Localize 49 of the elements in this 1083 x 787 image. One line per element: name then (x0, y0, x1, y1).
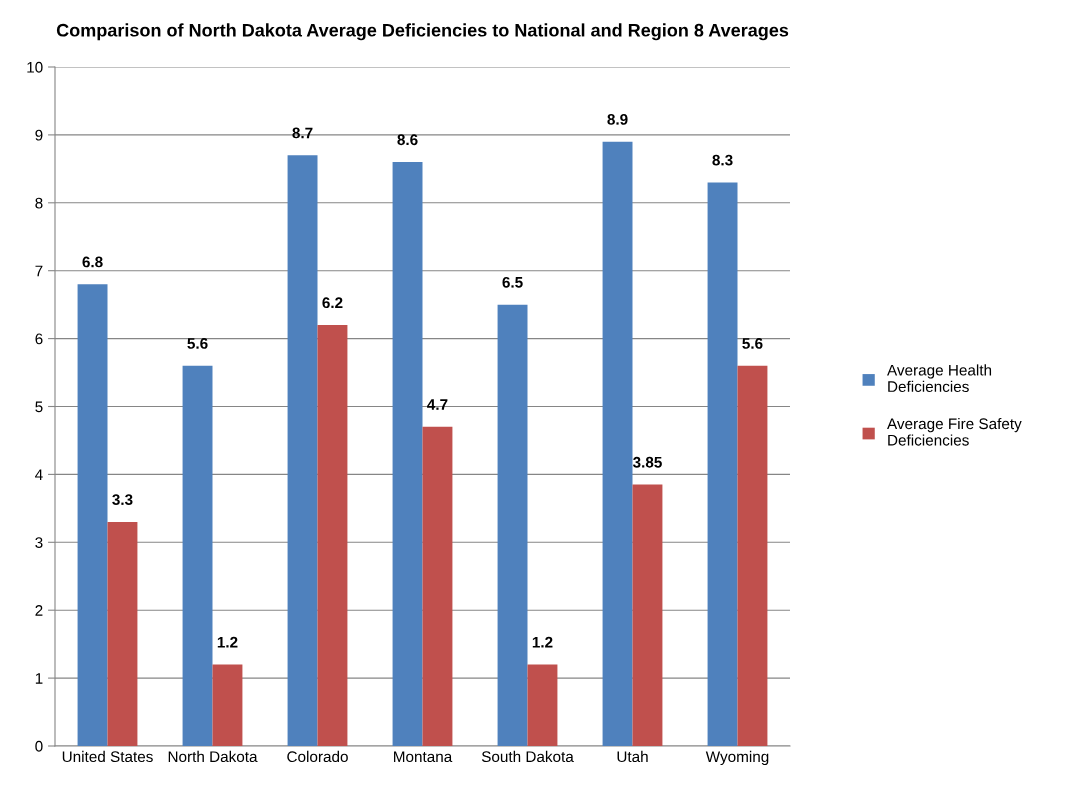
chart-title: Comparison of North Dakota Average Deficiencies to National and Region 8 Averages (56, 23, 789, 41)
bar (632, 484, 663, 746)
y-tick-label: 4 (35, 469, 43, 480)
bar (317, 325, 348, 746)
x-tick-label: Utah (617, 750, 648, 763)
x-tick-label: Wyoming (705, 750, 769, 766)
data-label: 5.6 (187, 338, 208, 349)
bar (602, 141, 633, 746)
data-label: 6.2 (322, 297, 343, 309)
data-label: 3.85 (632, 456, 662, 468)
data-label: 6.5 (502, 276, 523, 288)
data-label: 8.9 (607, 113, 628, 125)
y-tick-label: 2 (35, 605, 43, 616)
y-tick-label: 3 (35, 537, 43, 548)
bar (77, 284, 108, 746)
data-label: 3.3 (112, 494, 133, 506)
y-tick-label: 0 (35, 740, 43, 752)
bar (737, 365, 768, 746)
x-tick-label: South Dakota (481, 750, 574, 763)
x-tick-label: United States (62, 750, 153, 763)
data-label: 8.3 (712, 154, 733, 166)
data-label: 4.7 (427, 399, 448, 410)
y-tick-label: 10 (27, 61, 43, 73)
y-tick-label: 1 (35, 673, 43, 684)
bar (392, 162, 423, 746)
y-tick-label: 5 (35, 401, 43, 413)
x-tick-label: Colorado (287, 750, 348, 763)
legend-label: Average Fire Safety Deficiencies (887, 417, 1022, 446)
bar (107, 521, 138, 746)
data-label: 8.6 (397, 134, 418, 146)
x-tick-label: North Dakota (168, 750, 258, 763)
bar (707, 182, 738, 746)
data-label: 6.8 (82, 256, 103, 268)
bar (212, 664, 243, 746)
y-tick-label: 8 (35, 197, 43, 209)
data-label: 8.7 (292, 127, 313, 139)
bar (422, 426, 453, 746)
bar (182, 365, 213, 746)
data-label: 1.2 (217, 636, 238, 648)
data-label: 1.2 (532, 636, 553, 648)
y-tick-label: 6 (35, 333, 43, 345)
legend-label: Average Health Deficiencies (887, 364, 992, 393)
y-tick-label: 7 (35, 265, 43, 277)
bar (287, 155, 318, 746)
x-tick-label: Montana (394, 751, 453, 763)
bar (497, 304, 528, 746)
y-tick-label: 9 (35, 129, 43, 141)
data-label: 5.6 (742, 338, 763, 349)
bar (527, 664, 558, 746)
